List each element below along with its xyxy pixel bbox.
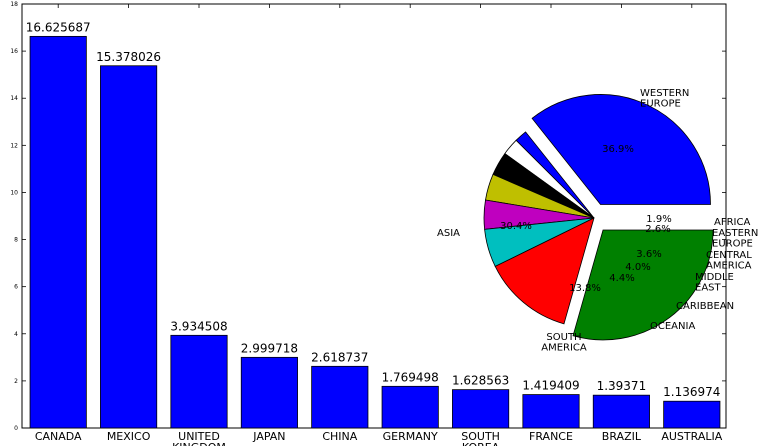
pie-label-africa: AFRICA <box>714 217 750 228</box>
pie-pct-label: 30.4% <box>500 221 532 232</box>
bar-germany <box>381 385 439 429</box>
y-tick-label: 6 <box>14 284 18 291</box>
pie-label-oceania: OCEANIA <box>650 321 695 332</box>
pie-pct-label: 3.6% <box>636 249 661 260</box>
bar-united-kingdom <box>170 334 228 429</box>
pie-label-south-america: SOUTH AMERICA <box>541 332 587 354</box>
pie-pct-label: 4.4% <box>609 273 634 284</box>
pie-label-central-america: CENTRAL AMERICA <box>706 250 752 272</box>
bar-value-label: 1.419409 <box>522 379 579 393</box>
x-tick-label: CHINA <box>322 430 357 443</box>
x-tick-label: GERMANY <box>383 430 438 443</box>
bar-value-label: 2.999718 <box>241 341 298 355</box>
pie-label-eastern-europe: EASTERN EUROPE <box>712 228 758 250</box>
x-tick-label: BRAZIL <box>602 430 642 443</box>
x-tick-label: SOUTHKOREA <box>461 430 500 446</box>
pie-slice-western-europe <box>531 94 711 205</box>
axes-frame <box>21 3 727 429</box>
y-tick-label: 12 <box>10 142 18 149</box>
pie-pct-label: 1.9% <box>646 214 671 225</box>
bar-france <box>522 394 580 429</box>
y-tick-label: 0 <box>14 425 18 432</box>
pie-label-asia: ASIA <box>437 228 460 239</box>
bar-south-korea <box>452 389 510 429</box>
bar-axes: 0 2 4 6 8 10 12 14 16 18 CANADA MEXICO UNITEDKINGDOM… <box>10 1 727 446</box>
y-tick-label: 2 <box>14 378 18 385</box>
y-tick-label: 16 <box>10 48 18 55</box>
bar-mexico <box>100 65 158 429</box>
pie-pct-label: 36.9% <box>602 144 634 155</box>
pie-label-middle-east: MIDDLE EAST <box>695 272 734 294</box>
pie-pct-label: 2.6% <box>645 224 670 235</box>
x-tick-label: JAPAN <box>252 430 285 443</box>
pie-label-caribbean: CARIBBEAN <box>676 301 734 312</box>
y-tick-label: 18 <box>10 1 18 8</box>
bar-australia <box>663 400 721 429</box>
bar-value-label: 1.628563 <box>452 374 509 388</box>
x-tick-label: CANADA <box>35 430 82 443</box>
bar-value-label: 16.625687 <box>26 20 91 34</box>
pie-chart: 36.9% 1.9%2.6% 3.6% 4.0%4.4% 13.8% 30.4% WESTE… <box>437 88 758 354</box>
bar-value-label: 15.378026 <box>96 50 161 64</box>
y-tick-label: 14 <box>10 95 18 102</box>
bar-value-label: 3.934508 <box>170 319 227 333</box>
x-tick-label: FRANCE <box>529 430 573 443</box>
y-tick-label: 4 <box>14 331 18 338</box>
x-tick-label: MEXICO <box>107 430 151 443</box>
bar-brazil <box>592 394 650 429</box>
y-tick-label: 10 <box>10 189 18 196</box>
bar-value-label: 1.136974 <box>663 385 720 399</box>
bar-value-label: 1.39371 <box>597 379 647 393</box>
pie-pct-label: 13.8% <box>569 283 601 294</box>
pie-slice-asia <box>572 229 714 341</box>
bar-value-label: 1.769498 <box>382 370 439 384</box>
bar-series: 16.625687 15.378026 3.934508 2.999718 2.6187… <box>26 20 721 429</box>
x-tick-label: AUSTRALIA <box>661 430 722 443</box>
bar-china <box>311 365 369 429</box>
pie-pct-label: 4.0% <box>625 262 650 273</box>
y-tick-label: 8 <box>14 237 18 244</box>
bar-value-label: 2.618737 <box>311 350 368 364</box>
pie-slice-south-america <box>494 217 595 325</box>
pie-label-western-europe: WESTERN EUROPE <box>640 88 689 110</box>
bar-canada <box>29 35 87 429</box>
x-tick-label: UNITEDKINGDOM <box>172 430 226 446</box>
bar-japan <box>240 356 298 429</box>
